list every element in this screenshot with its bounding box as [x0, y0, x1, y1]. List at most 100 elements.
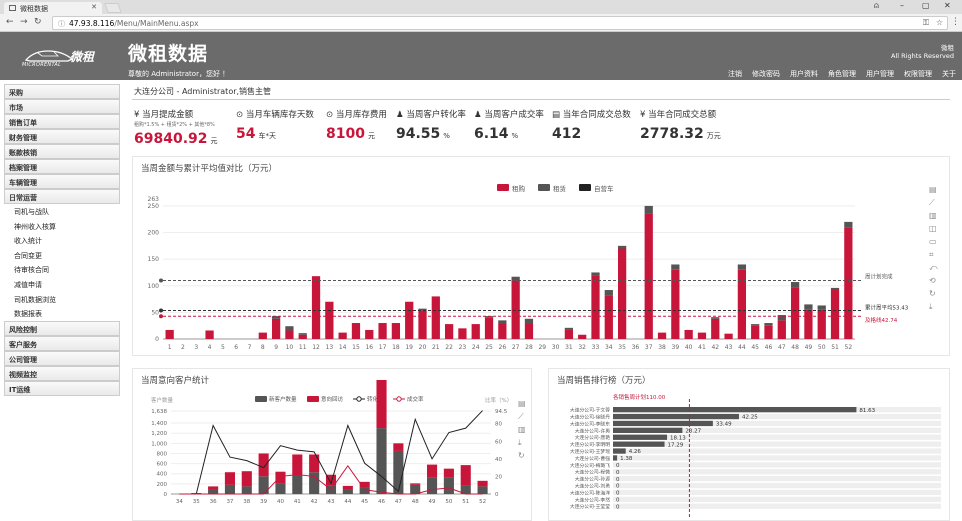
top-nav-item-0[interactable]: 注销	[728, 70, 742, 78]
bar-47-0[interactable]	[393, 450, 404, 494]
sidebar-item-11[interactable]: 合同变更	[14, 251, 42, 260]
line-series-0[interactable]	[179, 410, 483, 495]
bar-12-0[interactable]	[311, 276, 321, 339]
bar-10-0[interactable]	[285, 330, 294, 339]
sidebar-item-14[interactable]: 司机数据浏览	[14, 295, 56, 304]
bar-46-0[interactable]	[764, 325, 773, 339]
bar-48-1[interactable]	[790, 282, 800, 288]
legend-swatch-2[interactable]	[579, 184, 591, 191]
bar-48-0[interactable]	[790, 287, 800, 339]
sidebar-item-20[interactable]: IT运维	[4, 380, 120, 396]
ranking-bar-0[interactable]	[613, 407, 857, 413]
legend-label-2[interactable]: 转化率	[367, 395, 384, 403]
bar-20-1[interactable]	[418, 308, 427, 311]
sidebar-item-7[interactable]: 日常运营	[4, 189, 120, 204]
minimize-icon[interactable]: –	[900, 1, 904, 10]
bar-28-0[interactable]	[524, 323, 534, 339]
stack-icon[interactable]: ◫	[929, 224, 937, 233]
bar-8-0[interactable]	[258, 332, 267, 339]
bar-44-1[interactable]	[342, 485, 353, 490]
legend-marker-2[interactable]	[356, 396, 362, 402]
reload-icon[interactable]: ↻	[34, 17, 42, 27]
bar-44-0[interactable]	[342, 489, 353, 494]
sidebar-item-1[interactable]: 市场	[4, 99, 120, 114]
bar-34-0[interactable]	[604, 295, 613, 339]
legend-swatch-1[interactable]	[538, 184, 550, 191]
line-chart-icon[interactable]: ⟋	[929, 198, 935, 207]
legend-label-1[interactable]: 意向回访	[321, 395, 344, 403]
bar-40-0[interactable]	[275, 483, 286, 494]
download-icon[interactable]: ⤓	[929, 302, 933, 311]
bar-chart-icon[interactable]: ▥	[518, 425, 526, 434]
bar-41-1[interactable]	[292, 454, 303, 475]
bar-45-0[interactable]	[751, 325, 760, 339]
bar-52-1[interactable]	[844, 221, 853, 228]
bar-25-0[interactable]	[484, 317, 494, 339]
legend-swatch-1[interactable]	[307, 396, 319, 402]
bar-chart-icon[interactable]: ▥	[929, 211, 937, 220]
sidebar-item-4[interactable]: 账款核销	[4, 144, 120, 159]
bar-14-0[interactable]	[338, 332, 347, 339]
sidebar-item-8[interactable]: 司机与战队	[14, 208, 49, 216]
bar-47-0[interactable]	[777, 320, 786, 339]
bar-42-0[interactable]	[309, 472, 320, 494]
bar-51-1[interactable]	[460, 465, 471, 486]
key-icon[interactable]: ⚿	[922, 18, 929, 27]
bar-34-1[interactable]	[604, 290, 613, 296]
data-view-icon[interactable]: ▤	[929, 185, 937, 194]
bar-28-1[interactable]	[524, 318, 534, 324]
bar-46-0[interactable]	[376, 428, 387, 494]
bar-37-1[interactable]	[644, 205, 653, 214]
bookmark-star-icon[interactable]: ☆	[935, 18, 943, 27]
bar-11-1[interactable]	[298, 333, 307, 335]
bar-52-0[interactable]	[477, 486, 488, 494]
bar-52-0[interactable]	[844, 227, 853, 339]
bar-10-1[interactable]	[285, 326, 294, 331]
bar-39-0[interactable]	[671, 269, 680, 339]
zoom-icon[interactable]: ⌗	[929, 250, 934, 259]
maximize-icon[interactable]: ▢	[922, 1, 930, 10]
bar-4-0[interactable]	[205, 330, 214, 339]
legend-swatch-0[interactable]	[255, 396, 267, 402]
refresh-icon[interactable]: ↻	[929, 289, 936, 298]
back-arrow-icon[interactable]: ←	[6, 17, 14, 27]
bar-9-1[interactable]	[271, 316, 281, 319]
ranking-bar-1[interactable]	[613, 413, 739, 420]
bar-38-1[interactable]	[241, 471, 252, 487]
bar-46-1[interactable]	[764, 323, 773, 326]
bar-47-1[interactable]	[393, 443, 404, 451]
bar-37-0[interactable]	[644, 213, 653, 339]
bar-23-0[interactable]	[458, 328, 467, 339]
legend-label-1[interactable]: 租赁	[553, 184, 567, 193]
bar-39-1[interactable]	[258, 453, 269, 477]
bar-50-0[interactable]	[443, 477, 454, 494]
ranking-bar-6[interactable]	[613, 448, 626, 454]
ranking-bar-5[interactable]	[613, 441, 665, 447]
bar-50-0[interactable]	[817, 309, 826, 339]
sidebar-item-15[interactable]: 数据报表	[14, 310, 42, 319]
sidebar-item-13[interactable]: 减值申请	[14, 280, 42, 289]
bar-48-1[interactable]	[410, 483, 421, 485]
line-series-1[interactable]	[179, 465, 483, 495]
sidebar-item-0[interactable]: 采购	[4, 84, 120, 99]
ranking-bar-4[interactable]	[613, 434, 668, 440]
bar-36-0[interactable]	[208, 489, 219, 494]
bar-43-0[interactable]	[724, 333, 733, 339]
zoom-reset-icon[interactable]: ⤺	[929, 263, 938, 272]
bar-13-0[interactable]	[325, 301, 334, 339]
sidebar-item-9[interactable]: 神州收入核算	[14, 222, 56, 231]
bar-39-1[interactable]	[671, 264, 680, 270]
bar-37-1[interactable]	[224, 472, 235, 485]
legend-label-0[interactable]: 新客户数量	[269, 395, 297, 403]
bar-24-0[interactable]	[471, 324, 480, 339]
bar-43-1[interactable]	[325, 474, 337, 486]
bar-27-1[interactable]	[511, 276, 520, 281]
bar-31-1[interactable]	[564, 327, 574, 330]
bar-49-1[interactable]	[804, 304, 813, 310]
bar-49-0[interactable]	[804, 309, 813, 339]
bar-35-0[interactable]	[617, 248, 627, 339]
bar-41-0[interactable]	[697, 332, 707, 339]
download-icon[interactable]: ⤓	[518, 438, 522, 447]
bar-1-0[interactable]	[165, 329, 174, 339]
bar-51-0[interactable]	[830, 289, 840, 339]
